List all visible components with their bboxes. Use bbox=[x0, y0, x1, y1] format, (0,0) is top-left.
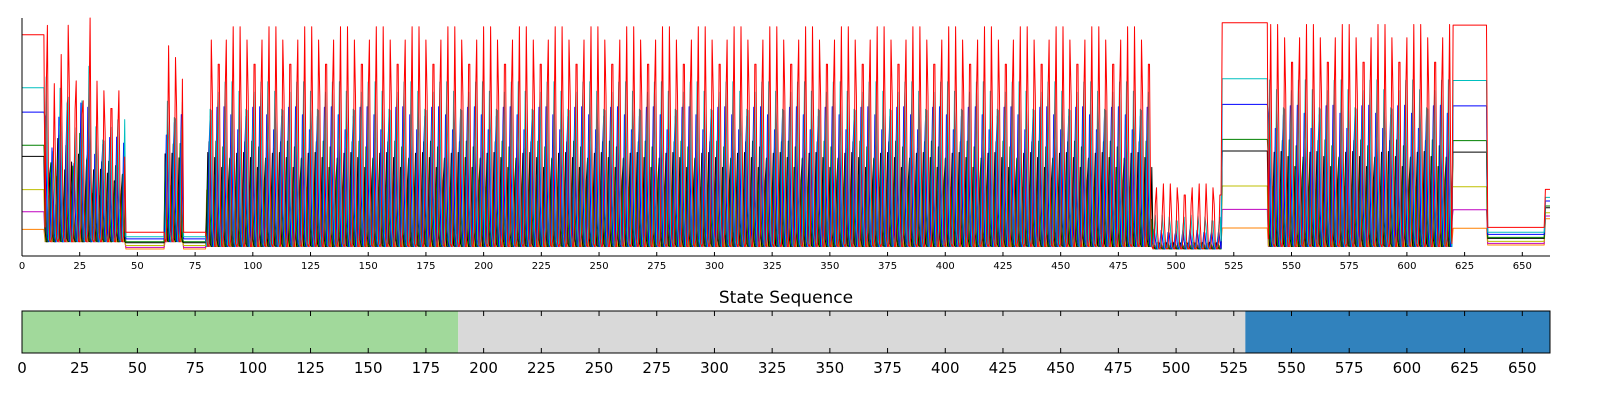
state-bands bbox=[22, 311, 1550, 353]
top-x-tick-label: 250 bbox=[589, 261, 608, 272]
state-x-tick-label: 25 bbox=[70, 359, 89, 377]
state-x-tick-label: 525 bbox=[1219, 359, 1248, 377]
top-x-tick-label: 275 bbox=[647, 261, 666, 272]
top-x-tick-label: 300 bbox=[705, 261, 724, 272]
top-x-tick-label: 25 bbox=[73, 261, 86, 272]
signal-line-chart: 0 25 50 75 100 125 150 175 200 225 250 275 300 325 350… bbox=[19, 17, 1550, 272]
top-x-tick-label: 575 bbox=[1340, 261, 1359, 272]
state-band bbox=[22, 311, 459, 353]
top-x-tick-label: 650 bbox=[1513, 261, 1532, 272]
state-band bbox=[1245, 311, 1550, 353]
state-x-tick-label: 600 bbox=[1393, 359, 1422, 377]
state-x-tick-label: 625 bbox=[1450, 359, 1479, 377]
top-x-tick-label: 75 bbox=[189, 261, 202, 272]
state-x-tick-label: 50 bbox=[128, 359, 147, 377]
state-x-tick-label: 375 bbox=[873, 359, 902, 377]
top-x-tick-label: 625 bbox=[1455, 261, 1474, 272]
state-x-tick-label: 200 bbox=[469, 359, 498, 377]
top-x-tick-label: 125 bbox=[301, 261, 320, 272]
top-x-tick-label: 100 bbox=[243, 261, 262, 272]
state-x-tick-label: 150 bbox=[354, 359, 383, 377]
state-x-tick-label: 500 bbox=[1162, 359, 1191, 377]
top-x-tick-label: 200 bbox=[474, 261, 493, 272]
top-x-tick-label: 150 bbox=[359, 261, 378, 272]
state-x-tick-label: 250 bbox=[585, 359, 614, 377]
state-x-tick-label: 125 bbox=[296, 359, 325, 377]
top-x-tick-label: 175 bbox=[416, 261, 435, 272]
top-x-tick-label: 0 bbox=[19, 261, 25, 272]
state-band bbox=[458, 311, 1246, 353]
top-x-tick-label: 375 bbox=[878, 261, 897, 272]
signal-series-line bbox=[22, 17, 1550, 250]
state-x-tick-label: 550 bbox=[1277, 359, 1306, 377]
state-x-tick-label: 350 bbox=[816, 359, 845, 377]
top-x-tick-label: 50 bbox=[131, 261, 144, 272]
top-x-tick-label: 550 bbox=[1282, 261, 1301, 272]
top-x-tick-label: 600 bbox=[1397, 261, 1416, 272]
state-x-ticks: 0 25 50 75 100 125 150 175 200 225 250 275 300 325 350… bbox=[17, 311, 1537, 377]
state-x-tick-label: 325 bbox=[758, 359, 787, 377]
top-x-tick-label: 225 bbox=[532, 261, 551, 272]
state-x-tick-label: 650 bbox=[1508, 359, 1537, 377]
top-x-tick-label: 325 bbox=[763, 261, 782, 272]
state-sequence-chart: 0 25 50 75 100 125 150 175 200 225 250 275 300 325 350… bbox=[17, 310, 1551, 377]
state-x-tick-label: 400 bbox=[931, 359, 960, 377]
state-sequence-title: State Sequence bbox=[719, 288, 853, 308]
top-x-tick-label: 500 bbox=[1167, 261, 1186, 272]
state-x-tick-label: 225 bbox=[527, 359, 556, 377]
top-x-tick-label: 425 bbox=[993, 261, 1012, 272]
state-x-tick-label: 425 bbox=[989, 359, 1018, 377]
top-x-ticks: 0 25 50 75 100 125 150 175 200 225 250 275 300 325 350… bbox=[19, 252, 1532, 272]
state-sequence-frame bbox=[21, 310, 1551, 354]
state-x-tick-label: 75 bbox=[186, 359, 205, 377]
top-x-tick-label: 525 bbox=[1224, 261, 1243, 272]
top-x-tick-label: 475 bbox=[1109, 261, 1128, 272]
top-x-tick-label: 350 bbox=[820, 261, 839, 272]
state-x-tick-label: 575 bbox=[1335, 359, 1364, 377]
state-x-tick-label: 450 bbox=[1046, 359, 1075, 377]
top-x-tick-label: 450 bbox=[1051, 261, 1070, 272]
state-x-tick-label: 300 bbox=[700, 359, 729, 377]
state-x-tick-label: 100 bbox=[238, 359, 267, 377]
state-x-tick-label: 475 bbox=[1104, 359, 1133, 377]
state-x-tick-label: 0 bbox=[17, 359, 27, 377]
top-x-tick-label: 400 bbox=[936, 261, 955, 272]
state-x-tick-label: 175 bbox=[412, 359, 441, 377]
signal-series-group bbox=[22, 17, 1550, 250]
state-x-tick-label: 275 bbox=[642, 359, 671, 377]
